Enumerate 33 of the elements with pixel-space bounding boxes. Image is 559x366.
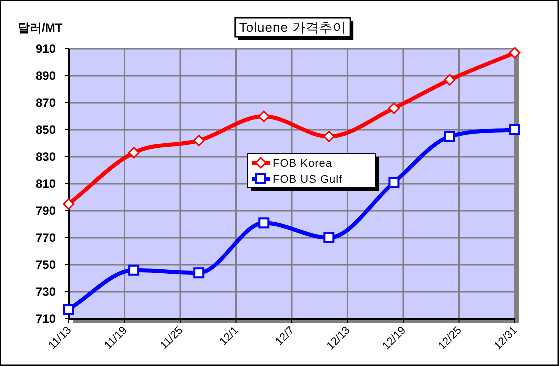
point	[510, 124, 520, 136]
point	[258, 218, 270, 229]
point	[388, 177, 400, 188]
point	[128, 264, 140, 276]
point	[444, 131, 456, 142]
point	[64, 304, 74, 316]
y-tick-label: 870	[36, 96, 56, 110]
y-tick-label: 830	[36, 150, 56, 164]
point	[194, 268, 205, 279]
x-tick-label: 12/1	[218, 324, 242, 348]
point	[128, 147, 140, 159]
y-tick-label: 910	[36, 42, 56, 56]
chart-title: Toluene 가격추이	[239, 20, 347, 35]
y-tick-label: 730	[36, 285, 56, 299]
y-axis-title: 달러/MT	[18, 21, 64, 35]
point	[323, 131, 335, 142]
point	[509, 47, 521, 59]
y-tick-label: 770	[36, 231, 56, 245]
legend-label: FOB Korea	[273, 158, 333, 170]
point	[193, 135, 205, 147]
y-tick-label: 810	[36, 177, 56, 191]
point	[444, 74, 456, 86]
point	[388, 102, 400, 114]
y-tick-label: 850	[36, 123, 56, 137]
legend-label: FOB US Gulf	[273, 174, 344, 186]
point	[324, 232, 335, 244]
point	[63, 198, 75, 210]
y-tick-label: 710	[36, 312, 56, 326]
title: Toluene 가격추이	[234, 17, 354, 40]
y-tick-label: 750	[36, 258, 56, 272]
point	[258, 110, 270, 122]
y-tick-label: 790	[36, 204, 56, 218]
y-tick-label: 890	[36, 69, 56, 83]
